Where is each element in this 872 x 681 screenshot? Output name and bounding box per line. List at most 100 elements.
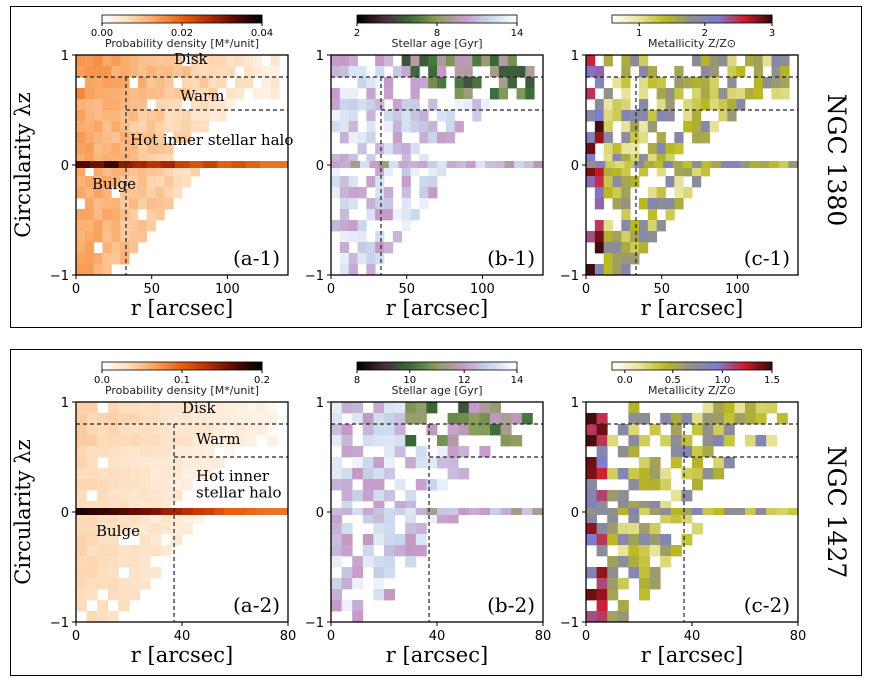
x-tick-label: 50 [653,282,670,297]
heatmap-cell [86,402,98,414]
heatmap-cell [111,132,121,144]
colorbar-segment [246,362,250,370]
heatmap-cell [437,165,447,177]
colorbar-segment [625,15,629,23]
colorbar-segment [160,15,164,23]
heatmap-cell [447,457,459,469]
heatmap-cell [630,231,640,243]
x-tick-label: 40 [174,629,191,644]
heatmap-cell [102,187,112,199]
heatmap-cell [384,413,395,425]
zero-circularity-cell [586,508,597,515]
heatmap-cell [137,165,148,177]
heatmap-cell [727,55,737,67]
colorbar-segment [700,362,704,370]
heatmap-cell [656,88,666,100]
x-tick-label: 0 [582,282,590,297]
heatmap-cell [348,154,358,166]
heatmap-cell [93,110,103,122]
heatmap-cell [102,110,112,122]
heatmap-cell [120,187,130,199]
colorbar-segment [211,362,215,370]
heatmap-cell [341,578,353,590]
colorbar-segment [697,362,701,370]
colorbar-segment [511,15,515,23]
colorbar-segment [410,362,414,370]
heatmap-cell [146,66,156,78]
heatmap-cell [84,253,95,265]
colorbar-segment [232,362,236,370]
zero-circularity-cell [711,161,722,168]
zero-circularity-cell [192,508,204,515]
heatmap-cell [660,479,672,491]
heatmap-cell [129,479,140,491]
heatmap-cell [674,132,684,144]
heatmap-cell [674,88,684,100]
heatmap-cell [331,413,342,425]
heatmap-cell [639,88,649,100]
colorbar-segment [259,15,263,23]
x-tick-label: 50 [398,282,415,297]
component-annotation: Bulge [92,175,136,193]
zero-circularity-cell [97,508,109,515]
colorbar-segment [740,362,744,370]
heatmap-cell [621,253,631,265]
heatmap-cell [603,165,613,177]
colorbar-segment [150,362,154,370]
heatmap-cell [120,176,130,188]
heatmap-cell [118,490,130,502]
colorbar-segment [431,15,435,23]
heatmap-cell [84,264,95,276]
galaxy-label-ngc1427: NGC 1427 [822,446,851,579]
heatmap-cell [339,220,350,232]
heatmap-cell [164,88,174,100]
colorbar-segment [692,362,696,370]
colorbar-segment [636,362,640,370]
zero-circularity-cell [692,508,703,515]
heatmap-cell [173,110,183,122]
heatmap-cell [603,99,613,111]
heatmap-cell [426,457,438,469]
heatmap-cell [139,490,151,502]
heatmap-cell [603,154,613,166]
colorbar-segment [753,362,757,370]
heatmap-cell [683,187,693,199]
colorbar-segment [729,362,733,370]
colorbar-segment [482,15,486,23]
y-axis-label: Circularity λz [11,439,35,584]
heatmap-cell [394,479,406,491]
heatmap-cell [339,242,350,254]
zero-circularity-cell [408,161,419,168]
heatmap-cell [596,589,608,601]
heatmap-cell [586,176,596,188]
heatmap-cell [366,99,376,111]
colorbar-segment [761,15,765,23]
heatmap-cell [150,534,162,546]
heatmap-cell [341,600,353,612]
colorbar-frame [611,361,773,371]
heatmap-cell [84,88,95,100]
heatmap-cell [458,413,470,425]
heatmap-cell [596,468,608,480]
heatmap-cell [639,242,649,254]
zero-circularity-cell [189,161,204,168]
heatmap-cell [594,264,605,276]
heatmap-cell [182,523,193,535]
heatmap-cell [84,209,95,221]
heatmap-cell [146,165,156,177]
colorbar-segment [716,15,720,23]
heatmap-cell [362,424,374,436]
heatmap-cell [76,501,87,513]
heatmap-cell [681,512,693,524]
colorbar-segment [498,362,502,370]
zero-circularity-cell [266,508,278,515]
colorbar-segment [660,362,664,370]
colorbar-segment [397,15,401,23]
heatmap-cell [208,66,218,78]
heatmap-cell [192,424,204,436]
y-tick-label: −1 [305,269,324,284]
heatmap-cell [107,578,119,590]
heatmap-cell [97,435,109,447]
